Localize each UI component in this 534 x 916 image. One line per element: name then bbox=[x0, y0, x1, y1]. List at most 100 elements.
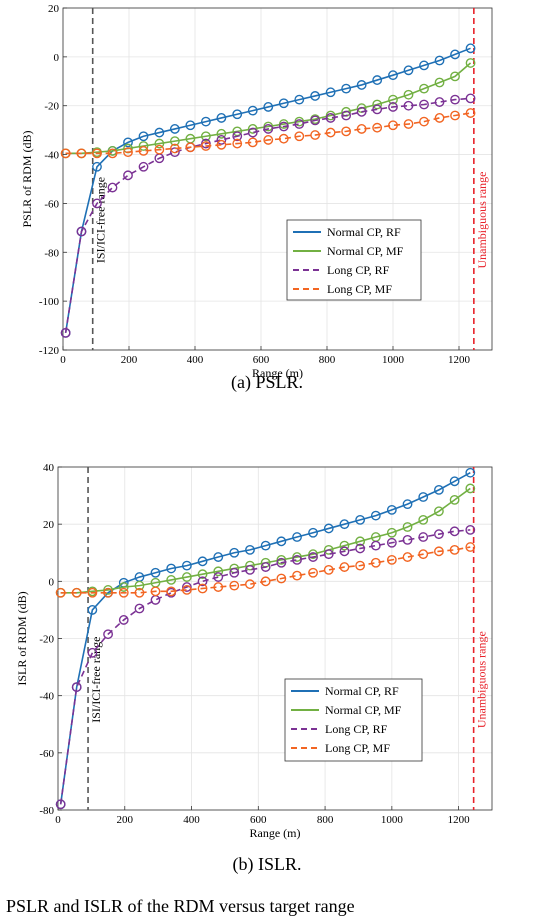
data-point bbox=[370, 557, 381, 568]
data-point bbox=[107, 148, 118, 159]
x-tick-label: 1200 bbox=[448, 354, 471, 366]
data-point bbox=[154, 144, 165, 155]
data-point bbox=[166, 563, 177, 574]
data-point bbox=[386, 527, 397, 538]
data-point bbox=[418, 514, 429, 525]
figure-caption: (a) PSLR. bbox=[231, 372, 303, 393]
data-point bbox=[356, 124, 367, 134]
data-point bbox=[185, 120, 196, 131]
data-point bbox=[310, 91, 321, 101]
data-point bbox=[388, 102, 398, 112]
x-tick-label: 1000 bbox=[381, 814, 404, 826]
data-point bbox=[372, 75, 383, 85]
data-point bbox=[325, 113, 336, 123]
data-point bbox=[185, 142, 196, 153]
data-point bbox=[465, 483, 476, 494]
data-point bbox=[323, 523, 334, 534]
data-point bbox=[419, 116, 429, 127]
series-2 bbox=[60, 93, 476, 338]
data-point bbox=[292, 554, 302, 565]
data-point bbox=[232, 131, 243, 142]
data-point bbox=[434, 506, 444, 517]
data-point bbox=[434, 77, 445, 88]
series-line bbox=[64, 47, 471, 334]
data-point bbox=[449, 544, 460, 555]
data-point bbox=[419, 99, 429, 110]
data-point bbox=[232, 138, 243, 149]
data-point bbox=[308, 549, 318, 560]
series-3 bbox=[60, 108, 476, 159]
data-point bbox=[402, 552, 413, 562]
data-point bbox=[247, 137, 258, 148]
data-point bbox=[181, 560, 192, 571]
y-axis-label: PSLR of RDM (dB) bbox=[20, 130, 34, 227]
data-point bbox=[138, 146, 149, 156]
data-point bbox=[181, 572, 192, 582]
data-point bbox=[245, 565, 255, 575]
data-point bbox=[213, 582, 224, 592]
data-point bbox=[166, 575, 177, 585]
series-line bbox=[59, 529, 471, 805]
series-line bbox=[59, 472, 471, 805]
data-point bbox=[294, 131, 305, 142]
bottom-caption: PSLR and ISLR of the RDM versus target r… bbox=[6, 896, 355, 916]
x-tick-label: 800 bbox=[317, 814, 334, 826]
data-point bbox=[386, 537, 397, 548]
data-point bbox=[308, 552, 318, 562]
y-tick-label: -100 bbox=[39, 296, 60, 308]
legend-entry: Normal CP, RF bbox=[327, 225, 401, 239]
data-point bbox=[166, 586, 177, 597]
data-point bbox=[213, 572, 224, 582]
data-point bbox=[216, 128, 227, 139]
data-point bbox=[118, 587, 129, 598]
data-point bbox=[138, 131, 149, 142]
data-point bbox=[229, 567, 240, 578]
data-point bbox=[465, 43, 476, 54]
data-point bbox=[200, 141, 211, 151]
data-point bbox=[200, 131, 211, 142]
data-point bbox=[134, 603, 145, 614]
data-point bbox=[465, 93, 476, 104]
data-point bbox=[134, 580, 145, 591]
data-point bbox=[138, 161, 149, 172]
x-tick-label: 200 bbox=[121, 354, 138, 366]
figure-caption: (b) ISLR. bbox=[233, 854, 302, 875]
y-tick-label: -60 bbox=[44, 198, 59, 210]
data-point bbox=[76, 148, 87, 159]
data-point bbox=[181, 585, 192, 595]
data-point bbox=[325, 127, 336, 138]
data-point bbox=[434, 484, 444, 495]
data-point bbox=[294, 119, 305, 129]
data-point bbox=[197, 583, 208, 594]
data-point bbox=[372, 99, 383, 110]
data-point bbox=[310, 130, 321, 140]
annotation-label: Unambiguous range bbox=[475, 172, 489, 269]
data-point bbox=[294, 94, 305, 105]
data-point bbox=[247, 127, 258, 138]
data-point bbox=[434, 97, 445, 107]
x-tick-label: 400 bbox=[183, 814, 200, 826]
legend-entry: Long CP, MF bbox=[325, 741, 390, 755]
x-axis-label: Range (m) bbox=[252, 366, 303, 380]
data-point bbox=[339, 546, 350, 557]
data-point bbox=[76, 226, 87, 237]
data-point bbox=[370, 510, 381, 521]
data-point bbox=[386, 554, 397, 565]
data-point bbox=[118, 615, 129, 625]
data-point bbox=[339, 562, 350, 572]
data-point bbox=[402, 522, 413, 532]
data-point bbox=[388, 94, 398, 105]
data-point bbox=[403, 119, 414, 129]
legend-entry: Normal CP, RF bbox=[325, 684, 399, 698]
data-point bbox=[169, 124, 180, 134]
data-point bbox=[55, 587, 66, 598]
legend-entry: Normal CP, MF bbox=[325, 703, 402, 717]
data-point bbox=[169, 136, 180, 147]
data-point bbox=[403, 89, 414, 100]
data-point bbox=[247, 124, 258, 134]
y-tick-label: 40 bbox=[43, 462, 55, 474]
data-point bbox=[278, 133, 289, 144]
legend-box bbox=[286, 219, 422, 301]
data-point bbox=[60, 148, 71, 159]
data-point bbox=[71, 587, 82, 598]
